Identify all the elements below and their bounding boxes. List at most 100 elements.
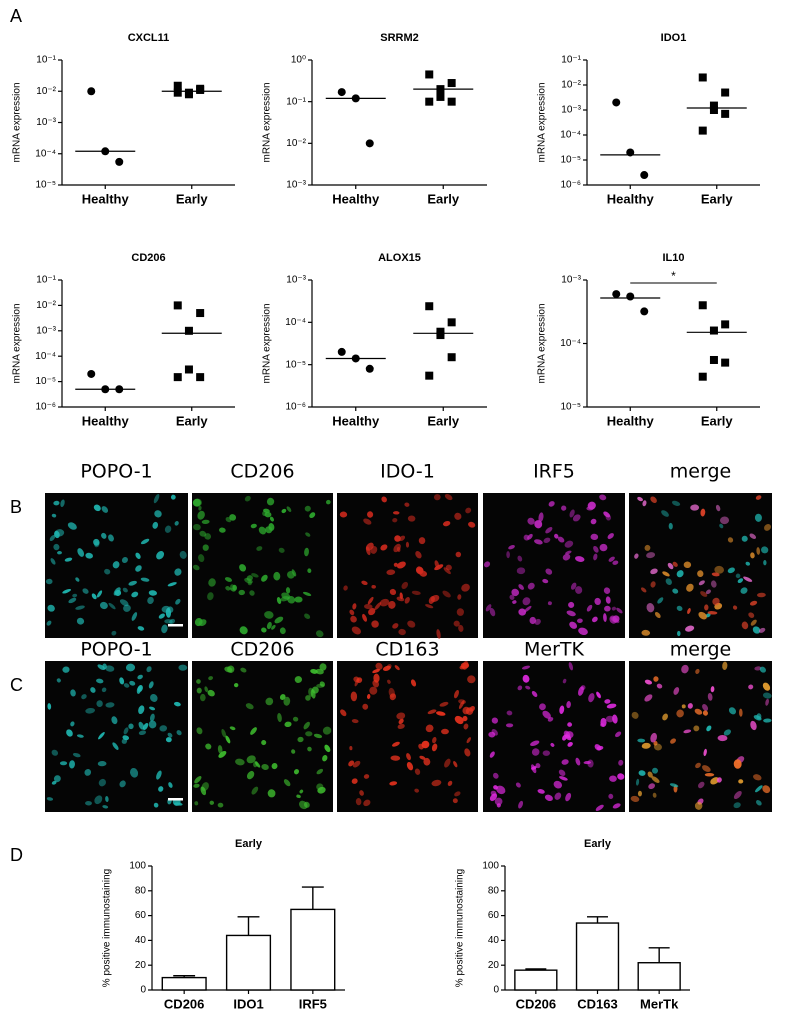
cell bbox=[363, 518, 372, 525]
cell bbox=[638, 770, 646, 776]
cell bbox=[719, 516, 730, 525]
cell bbox=[112, 561, 120, 569]
y-tick-label: 10⁻² bbox=[561, 80, 581, 91]
cell bbox=[51, 780, 57, 785]
cell bbox=[238, 589, 245, 596]
cell bbox=[125, 663, 136, 672]
cell bbox=[169, 618, 176, 624]
cell bbox=[727, 537, 734, 543]
cell bbox=[651, 776, 660, 783]
cell bbox=[722, 661, 728, 671]
cell bbox=[542, 710, 551, 719]
cell bbox=[593, 545, 599, 553]
cell bbox=[286, 506, 292, 512]
cell bbox=[59, 761, 68, 766]
data-point bbox=[709, 326, 718, 335]
cell bbox=[339, 511, 348, 518]
cell bbox=[204, 686, 209, 693]
cell bbox=[531, 766, 537, 770]
data-point bbox=[721, 109, 730, 118]
cell bbox=[69, 760, 75, 769]
cell bbox=[529, 616, 537, 625]
data-point bbox=[425, 97, 434, 106]
cell bbox=[246, 755, 256, 764]
cell bbox=[256, 546, 263, 551]
cell bbox=[119, 780, 126, 788]
cell bbox=[388, 600, 396, 609]
cell bbox=[316, 768, 324, 775]
cell bbox=[608, 556, 615, 562]
y-tick-label: 10⁻² bbox=[36, 300, 56, 311]
y-tick-label: 10⁻⁵ bbox=[35, 180, 56, 191]
cell bbox=[762, 785, 771, 794]
cell bbox=[381, 496, 387, 503]
cell bbox=[704, 772, 715, 777]
cell bbox=[700, 591, 708, 597]
bar bbox=[225, 934, 272, 991]
cell bbox=[219, 527, 226, 533]
cell bbox=[662, 713, 668, 721]
cell bbox=[137, 626, 145, 631]
y-tick-label: 10⁻⁵ bbox=[560, 402, 581, 413]
data-point bbox=[196, 309, 205, 318]
cell bbox=[101, 506, 109, 513]
y-tick-label: 10⁻¹ bbox=[561, 55, 581, 66]
cell bbox=[246, 770, 255, 780]
y-tick-label: 60 bbox=[488, 910, 500, 921]
cell bbox=[523, 605, 532, 613]
cell bbox=[324, 744, 331, 753]
cell bbox=[750, 619, 757, 626]
cell bbox=[418, 537, 426, 545]
cell bbox=[558, 769, 566, 776]
cell bbox=[506, 710, 513, 716]
cell bbox=[447, 780, 453, 786]
cell bbox=[348, 760, 355, 767]
cell bbox=[756, 592, 766, 598]
cell bbox=[397, 723, 405, 730]
cell bbox=[349, 746, 353, 751]
cell bbox=[653, 740, 658, 746]
cell bbox=[453, 689, 460, 699]
cell bbox=[156, 551, 165, 560]
cell bbox=[398, 628, 406, 636]
cell bbox=[196, 687, 202, 694]
cell bbox=[322, 754, 328, 762]
cell bbox=[154, 510, 162, 518]
cell bbox=[319, 663, 327, 671]
cell bbox=[562, 553, 571, 561]
x-tick-label: Early bbox=[701, 191, 734, 206]
cell bbox=[178, 664, 188, 671]
cell bbox=[518, 608, 527, 616]
cell bbox=[693, 725, 700, 732]
cell bbox=[568, 662, 574, 671]
cell bbox=[653, 676, 659, 682]
cell bbox=[387, 679, 391, 684]
panel-label: A bbox=[10, 6, 22, 26]
cell bbox=[85, 552, 93, 559]
data-point bbox=[447, 97, 456, 106]
cell bbox=[615, 731, 622, 738]
y-axis-label: % positive immunostaining bbox=[455, 869, 466, 987]
cell bbox=[683, 561, 692, 569]
cell bbox=[96, 590, 103, 598]
y-tick-label: 10⁻¹ bbox=[36, 55, 56, 66]
cell bbox=[405, 541, 410, 548]
cell bbox=[60, 499, 65, 507]
y-tick-label: 10⁻⁵ bbox=[35, 376, 56, 387]
cell bbox=[707, 611, 718, 615]
cell bbox=[690, 504, 700, 511]
cell bbox=[96, 678, 104, 684]
cell bbox=[119, 599, 129, 607]
cell bbox=[194, 801, 199, 806]
data-point bbox=[173, 88, 182, 97]
cell bbox=[644, 679, 653, 685]
cell bbox=[527, 517, 535, 525]
micrograph bbox=[192, 661, 333, 812]
cell bbox=[363, 774, 370, 779]
data-point bbox=[709, 106, 718, 114]
cell bbox=[489, 751, 495, 758]
cell bbox=[280, 595, 290, 602]
cell bbox=[64, 557, 73, 562]
cell bbox=[340, 709, 347, 717]
cell bbox=[665, 578, 672, 585]
